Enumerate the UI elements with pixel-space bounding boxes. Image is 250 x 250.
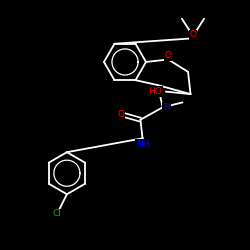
Text: HO: HO bbox=[148, 87, 162, 96]
Text: NH: NH bbox=[136, 140, 150, 149]
Text: Cl: Cl bbox=[52, 210, 62, 218]
Text: O: O bbox=[165, 51, 172, 60]
Text: N: N bbox=[163, 103, 170, 112]
Text: O: O bbox=[190, 30, 196, 39]
Text: O: O bbox=[117, 110, 124, 119]
